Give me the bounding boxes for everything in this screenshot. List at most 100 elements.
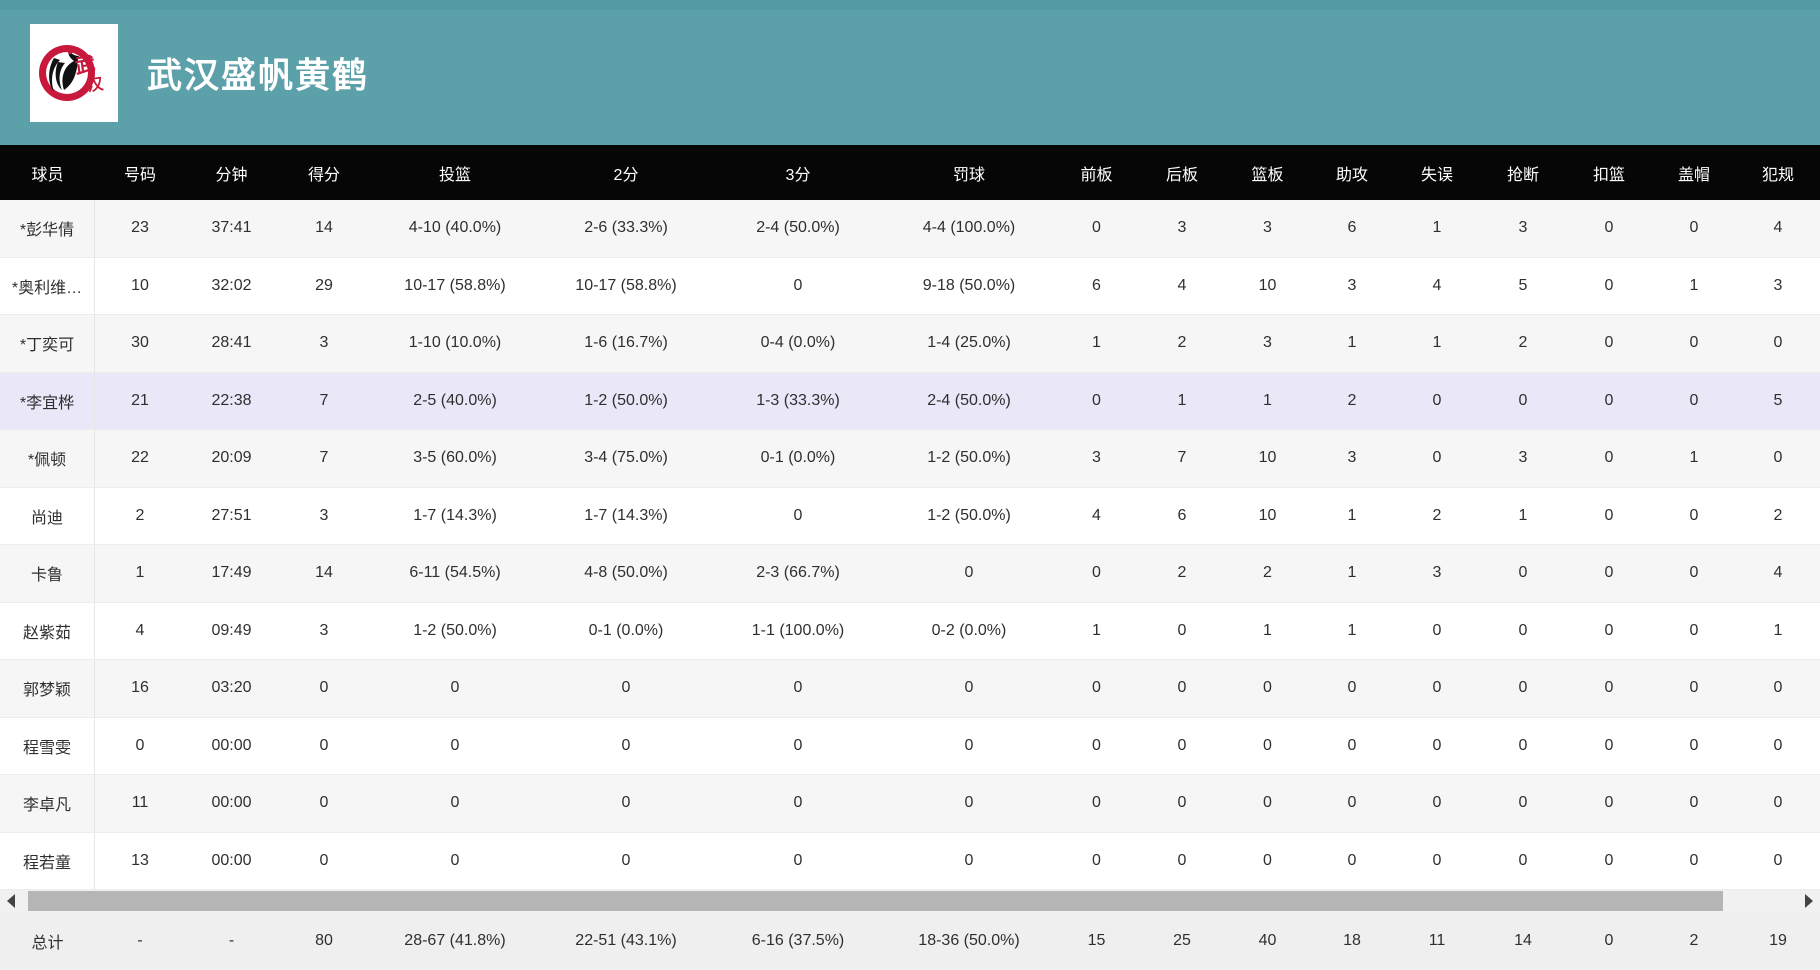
cell-ast: 3: [1347, 276, 1357, 294]
cell-number: 22: [131, 449, 149, 467]
cell-minutes: 20:09: [211, 449, 252, 467]
cell-ft: 0: [964, 794, 974, 812]
cell-minutes: 17:49: [211, 564, 252, 582]
cell-minutes: 00:00: [211, 851, 252, 869]
cell-player: *佩顿: [0, 430, 95, 487]
cell-fg: 4-10 (40.0%): [408, 219, 502, 237]
cell-stl: 3: [1518, 219, 1528, 237]
cell-minutes: 28:41: [211, 334, 252, 352]
table-row[interactable]: *佩顿 22 20:09 7 3-5 (60.0%) 3-4 (75.0%) 0-1 (0.…: [0, 430, 1820, 488]
cell-dreb: 0: [1177, 621, 1187, 639]
cell-dreb: 4: [1177, 276, 1187, 294]
cell-oreb: 6: [1092, 276, 1101, 294]
column-header-ast: 助攻: [1335, 166, 1368, 184]
cell-pf: 0: [1773, 679, 1783, 697]
cell-ft: 1-2 (50.0%): [927, 506, 1011, 524]
table-row[interactable]: 程若童 13 00:00 0 0 0 0 0 0 0 0 0 0 0 0 0 0: [0, 832, 1820, 890]
total-cell-minutes: -: [228, 932, 235, 949]
table-row[interactable]: 郭梦颖 16 03:20 0 0 0 0 0 0 0 0 0 0 0 0 0 0: [0, 660, 1820, 718]
cell-player: *丁奕可: [0, 315, 95, 372]
scroll-right-arrow-icon[interactable]: [1805, 894, 1813, 908]
cell-two_pt: 0-1 (0.0%): [588, 621, 664, 639]
cell-dunk: 0: [1604, 449, 1614, 467]
cell-fg: 10-17 (58.8%): [404, 276, 506, 294]
total-cell-to: 11: [1428, 932, 1446, 949]
cell-points: 3: [319, 334, 329, 352]
cell-minutes: 27:51: [211, 506, 252, 524]
cell-dreb: 0: [1177, 794, 1187, 812]
table-row[interactable]: 李卓凡 11 00:00 0 0 0 0 0 0 0 0 0 0 0 0 0 0: [0, 775, 1820, 833]
cell-to: 0: [1432, 794, 1442, 812]
cell-number: 21: [131, 391, 149, 409]
cell-player: 程若童: [0, 832, 95, 889]
cell-number: 11: [131, 794, 149, 812]
cell-player: *彭华倩: [0, 200, 95, 257]
table-row[interactable]: 赵紫茹 4 09:49 3 1-2 (50.0%) 0-1 (0.0%) 1-1 (100.…: [0, 602, 1820, 660]
table-row[interactable]: *奥利维… 10 32:02 29 10-17 (58.8%) 10-17 (58.8%)…: [0, 257, 1820, 315]
total-cell-three_pt: 6-16 (37.5%): [751, 932, 845, 949]
cell-number: 4: [135, 621, 145, 639]
cell-ft: 0-2 (0.0%): [931, 621, 1007, 639]
cell-pf: 0: [1773, 851, 1783, 869]
total-cell-dunk: 0: [1604, 932, 1614, 949]
cell-pf: 4: [1773, 564, 1783, 582]
column-header-blk: 盖帽: [1677, 166, 1710, 184]
column-header-three_pt: 3分: [785, 166, 811, 184]
cell-to: 1: [1432, 219, 1442, 237]
cell-oreb: 0: [1092, 851, 1101, 869]
table-row[interactable]: 程雪雯 0 00:00 0 0 0 0 0 0 0 0 0 0 0 0 0 0: [0, 717, 1820, 775]
cell-fg: 0: [450, 736, 460, 754]
column-header-to: 失误: [1420, 166, 1453, 184]
cell-minutes: 32:02: [211, 276, 252, 294]
cell-dunk: 0: [1604, 621, 1614, 639]
cell-ft: 0: [964, 736, 974, 754]
table-row[interactable]: 尚迪 2 27:51 3 1-7 (14.3%) 1-7 (14.3%) 0 1-2 (50.…: [0, 487, 1820, 545]
cell-to: 0: [1432, 851, 1442, 869]
column-header-points: 得分: [307, 166, 340, 184]
cell-reb: 3: [1263, 219, 1272, 237]
column-header-fg: 投篮: [438, 166, 471, 184]
cell-reb: 10: [1258, 276, 1277, 294]
cell-to: 2: [1432, 506, 1442, 524]
table-row[interactable]: *丁奕可 30 28:41 3 1-10 (10.0%) 1-6 (16.7%) 0-4 (…: [0, 315, 1820, 373]
cell-ast: 1: [1347, 506, 1357, 524]
cell-stl: 1: [1518, 506, 1528, 524]
cell-stl: 0: [1518, 391, 1528, 409]
cell-oreb: 0: [1092, 679, 1101, 697]
horizontal-scrollbar[interactable]: [0, 890, 1820, 912]
cell-stl: 0: [1518, 679, 1528, 697]
scroll-left-arrow-icon[interactable]: [7, 894, 15, 908]
cell-player: *奥利维…: [0, 257, 95, 314]
cell-pf: 2: [1773, 506, 1783, 524]
table-row[interactable]: *李宜桦 21 22:38 7 2-5 (40.0%) 1-2 (50.0%) 1-3 (3…: [0, 372, 1820, 430]
cell-fg: 3-5 (60.0%): [413, 449, 497, 467]
cell-dunk: 0: [1604, 851, 1614, 869]
table-row[interactable]: *彭华倩 23 37:41 14 4-10 (40.0%) 2-6 (33.3%) 2-4 …: [0, 200, 1820, 258]
total-cell-two_pt: 22-51 (43.1%): [575, 932, 677, 949]
team-logo: 武 汉: [30, 24, 118, 122]
cell-three_pt: 0: [793, 506, 803, 524]
cell-number: 1: [135, 564, 145, 582]
total-cell-stl: 14: [1514, 932, 1532, 949]
team-name-title: 武汉盛帆黄鹤: [147, 56, 370, 95]
cell-two_pt: 0: [621, 736, 631, 754]
cell-oreb: 4: [1092, 506, 1101, 524]
cell-pf: 1: [1773, 621, 1783, 639]
cell-dunk: 0: [1604, 564, 1614, 582]
column-header-number: 号码: [123, 166, 156, 184]
cell-blk: 0: [1689, 219, 1699, 237]
cell-two_pt: 10-17 (58.8%): [575, 276, 677, 294]
cell-two_pt: 2-6 (33.3%): [584, 219, 668, 237]
table-row[interactable]: 卡鲁 1 17:49 14 6-11 (54.5%) 4-8 (50.0%) 2-3 (66…: [0, 545, 1820, 603]
scrollbar-thumb[interactable]: [28, 891, 1723, 911]
cell-points: 0: [319, 736, 329, 754]
cell-three_pt: 0: [793, 736, 803, 754]
svg-text:汉: 汉: [86, 74, 105, 95]
cell-three_pt: 0: [793, 679, 803, 697]
cell-fg: 0: [450, 851, 460, 869]
cell-three_pt: 0: [793, 276, 803, 294]
cell-dreb: 2: [1177, 334, 1187, 352]
cell-three_pt: 0-1 (0.0%): [760, 449, 836, 467]
cell-reb: 10: [1258, 506, 1277, 524]
cell-ast: 6: [1347, 219, 1357, 237]
